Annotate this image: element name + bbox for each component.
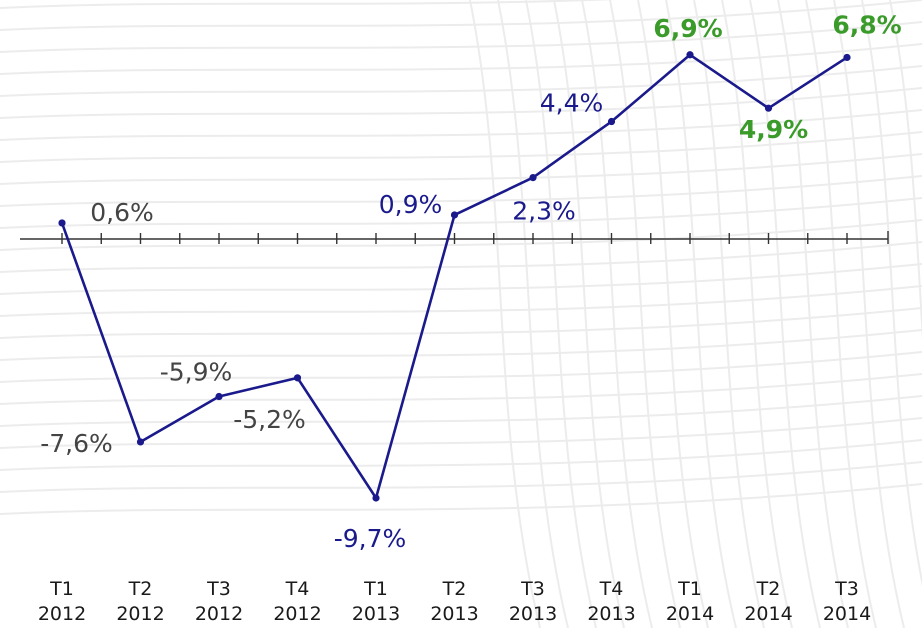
background-wave [833, 0, 905, 628]
data-label: 6,8% [832, 10, 901, 39]
background-wave [0, 395, 922, 427]
x-tick-label-year: 2012 [273, 603, 321, 625]
x-tick-label-year: 2012 [116, 603, 164, 625]
background-wave [0, 109, 922, 141]
data-label: 4,4% [540, 89, 604, 118]
x-tick-label-quarter: T2 [756, 578, 781, 600]
x-tick-label-year: 2014 [666, 603, 714, 625]
background-wave [665, 0, 737, 628]
x-tick-label-quarter: T1 [363, 578, 388, 600]
background-wave [0, 87, 922, 119]
background-wave [0, 43, 922, 75]
data-label: -7,6% [40, 429, 113, 458]
x-tick-label-quarter: T4 [285, 578, 310, 600]
background-wave [0, 263, 922, 295]
data-label: -5,9% [160, 358, 233, 387]
data-point [58, 219, 66, 227]
x-tick-label-quarter: T2 [128, 578, 153, 600]
background-wave [581, 0, 653, 628]
x-tick-label-quarter: T4 [599, 578, 624, 600]
x-tick-label-year: 2014 [744, 603, 792, 625]
background-wave [0, 417, 922, 449]
data-point [529, 173, 537, 182]
x-tick-label-year: 2014 [823, 603, 871, 625]
x-tick-label-quarter: T3 [520, 578, 545, 600]
background-wave [805, 0, 877, 628]
data-point [450, 211, 459, 219]
background-wave [749, 0, 821, 628]
x-tick-label-year: 2012 [195, 603, 243, 625]
data-point [293, 374, 302, 382]
data-label: 2,3% [512, 197, 576, 226]
data-point [215, 392, 223, 401]
data-label: -5,2% [233, 405, 306, 434]
data-point [686, 51, 694, 59]
background-wave [0, 153, 922, 185]
background-wave [0, 65, 922, 97]
data-label: 6,9% [653, 14, 722, 43]
data-points [58, 51, 851, 502]
data-point [372, 494, 380, 502]
x-tick-label-year: 2013 [509, 603, 557, 625]
x-tick-label-quarter: T3 [834, 578, 859, 600]
data-label: 0,6% [90, 198, 154, 227]
background-wave [609, 0, 681, 628]
background-wave [469, 0, 541, 628]
data-label: 4,9% [739, 115, 808, 144]
background-wave [0, 0, 922, 31]
x-tick-label-year: 2013 [430, 603, 478, 625]
background-wave [0, 197, 922, 229]
background-wave [0, 461, 922, 493]
background-wave [553, 0, 625, 628]
x-tick-label-quarter: T2 [442, 578, 467, 600]
x-tick-label-year: 2013 [587, 603, 635, 625]
background-wave [0, 439, 922, 471]
data-point [607, 117, 616, 126]
background-wave [0, 307, 922, 339]
data-label: 0,9% [379, 190, 443, 219]
data-labels: 0,6% -7,6% -5,9%-5,2% -9,7% 0,9% 2,3% 4,4% 6,9%… [40, 10, 901, 553]
background-wave [0, 0, 616, 9]
x-tick-label-year: 2012 [38, 603, 86, 625]
background-wave [525, 0, 597, 628]
background-wave [693, 0, 765, 628]
x-tick-label-quarter: T1 [49, 578, 74, 600]
background-wave [0, 483, 922, 515]
data-point [764, 104, 773, 112]
series-line [60, 53, 848, 500]
background-wave [0, 351, 922, 383]
background-wave [0, 21, 922, 53]
data-label: -9,7% [334, 524, 407, 553]
x-axis-ticks [61, 231, 889, 244]
x-tick-label-year: 2013 [352, 603, 400, 625]
x-tick-label-quarter: T1 [677, 578, 702, 600]
x-axis-tick-labels: T1 2012 T2 2012 T3 2012 T4 2012 T1 2013 T2 2013 T3 20… [38, 578, 871, 625]
background-wave [889, 0, 922, 340]
background-wave [0, 285, 922, 317]
background-wave [861, 0, 922, 587]
background-wave [0, 175, 922, 207]
background-wave [497, 0, 569, 628]
background-wave [0, 131, 922, 163]
background-wave [0, 241, 922, 273]
background-wave [0, 219, 922, 251]
data-point [136, 438, 145, 446]
background-wave [777, 0, 849, 628]
data-point [843, 53, 851, 62]
x-tick-label-quarter: T3 [206, 578, 231, 600]
